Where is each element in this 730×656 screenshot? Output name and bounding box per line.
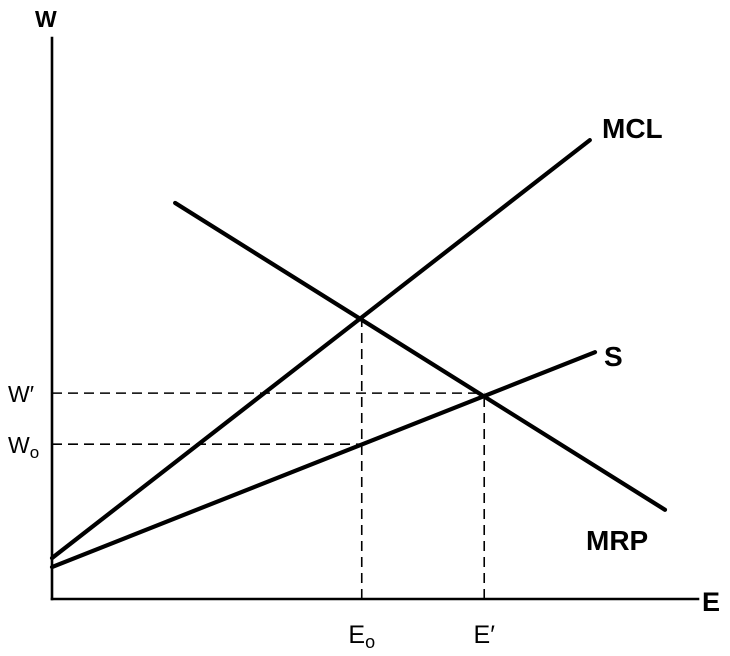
x-tick-label-e-o-main: E xyxy=(348,621,365,649)
series-line-mcl xyxy=(49,138,592,561)
y-tick-label-w-prime-main: W′ xyxy=(8,381,34,407)
y-tick-label-w-o: Wo xyxy=(8,432,39,462)
series-line-s xyxy=(49,350,598,570)
y-tick-label-w-o-sub: o xyxy=(30,443,39,462)
x-tick-label-e-prime: E′ xyxy=(474,621,496,649)
y-tick-label-w-prime: W′ xyxy=(8,381,34,407)
guide-lines xyxy=(52,317,486,599)
series-label-s: S xyxy=(604,341,623,372)
x-tick-label-e-o: Eo xyxy=(348,621,375,652)
x-axis-label: E xyxy=(702,587,720,617)
series-label-mcl: MCL xyxy=(602,113,663,144)
axes xyxy=(50,36,700,601)
curves xyxy=(49,138,668,570)
y-tick-label-w-o-main: W xyxy=(8,432,30,458)
series-label-mrp: MRP xyxy=(586,525,648,556)
x-tick-label-e-prime-main: E′ xyxy=(474,621,496,649)
x-tick-label-e-o-sub: o xyxy=(365,632,375,652)
series-line-mrp xyxy=(173,200,668,512)
y-axis-label: W xyxy=(35,6,57,32)
